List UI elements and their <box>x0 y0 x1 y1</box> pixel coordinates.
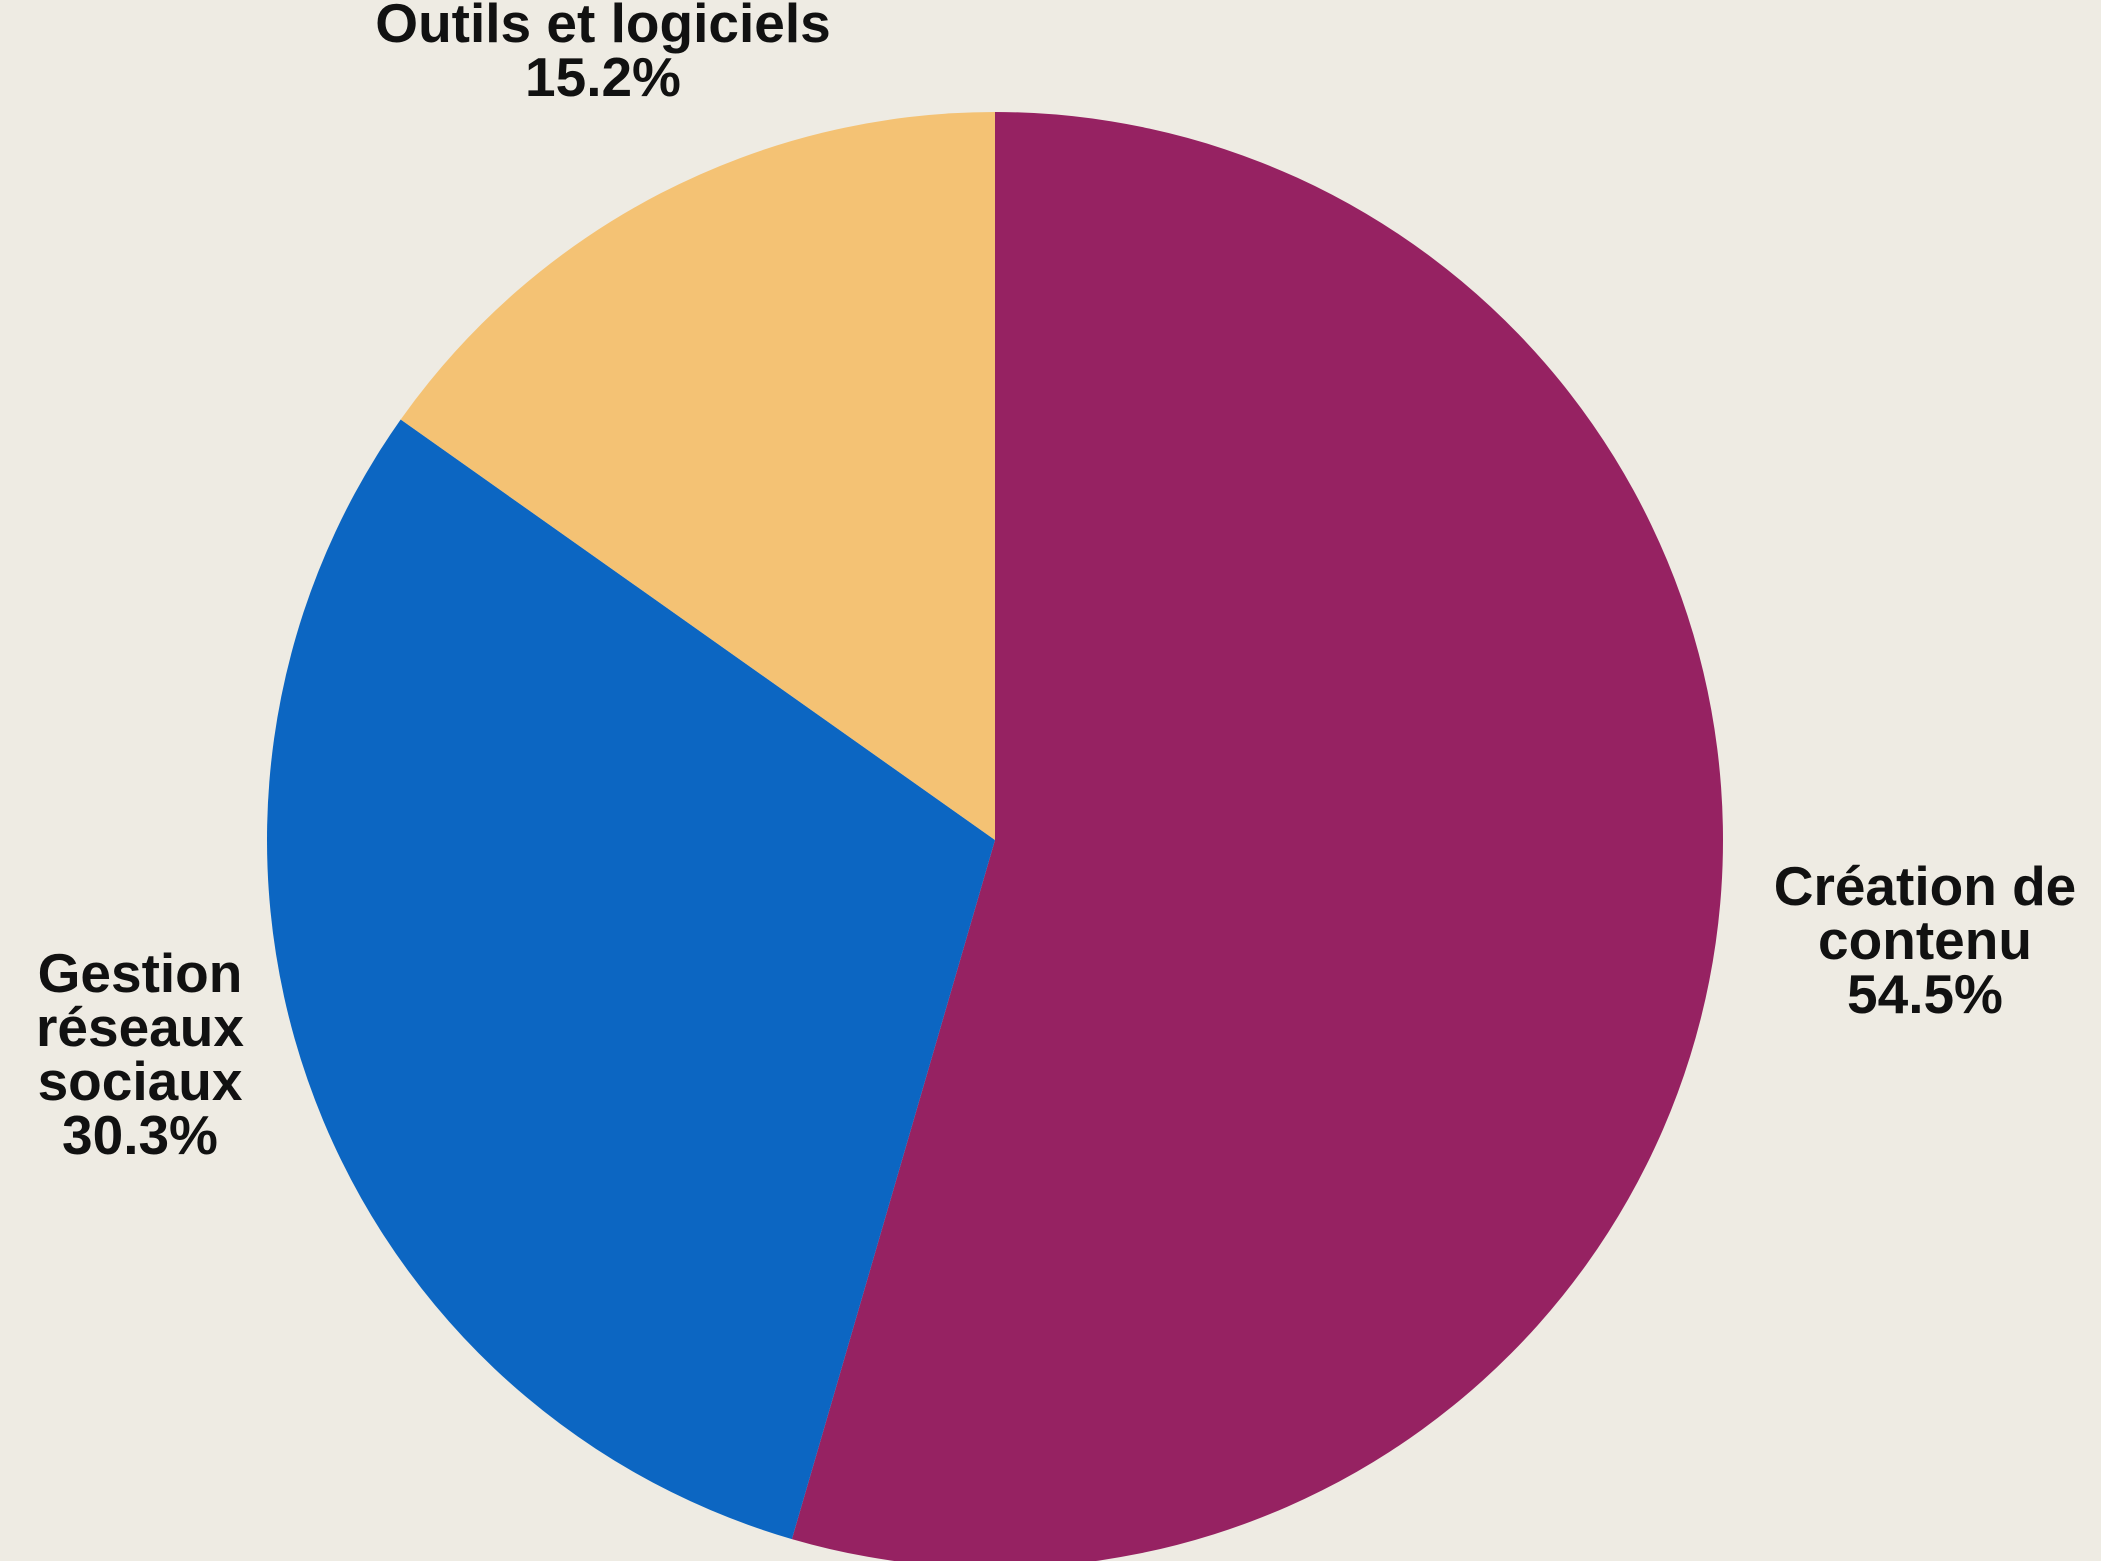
pie-slice-2 <box>267 419 995 1540</box>
slice-percent: 15.2% <box>525 46 681 108</box>
pie-slice-1 <box>791 112 1724 1561</box>
slice-label-1: Création de contenu 54.5% <box>1774 855 2077 1025</box>
pie-slice-3 <box>400 112 995 840</box>
slice-name-line: Création de <box>1774 855 2077 917</box>
slice-name-line: réseaux <box>36 996 244 1058</box>
slice-name-line: Gestion <box>38 942 243 1004</box>
slice-percent: 54.5% <box>1847 963 2003 1025</box>
slice-name-line: sociaux <box>38 1050 243 1112</box>
slice-label-2: Gestion réseaux sociaux 30.3% <box>36 942 244 1166</box>
slice-label-3: Outils et logiciels 15.2% <box>375 0 830 108</box>
slice-name-line: contenu <box>1818 909 2032 971</box>
pie-slices <box>267 112 1724 1561</box>
pie-labels: Création de contenu 54.5% Gestion réseaux soc… <box>36 0 2076 1166</box>
slice-percent: 30.3% <box>62 1104 218 1166</box>
slice-name-line: Outils et logiciels <box>375 0 830 54</box>
